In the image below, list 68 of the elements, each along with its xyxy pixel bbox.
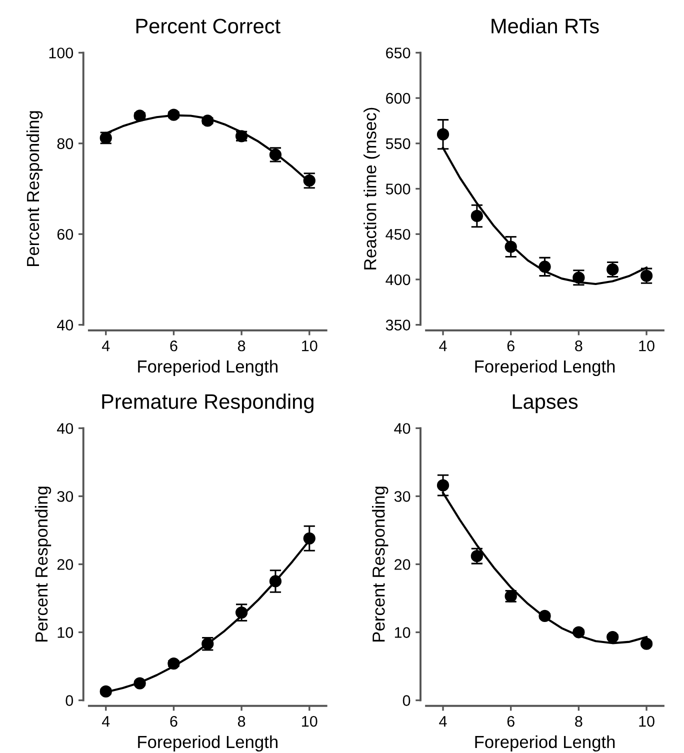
y-tick-label: 40 <box>394 423 410 434</box>
x-tick-label: 8 <box>575 340 582 352</box>
x-tick-label: 6 <box>170 716 178 727</box>
y-tick-label: 10 <box>58 627 74 638</box>
y-axis-title: Percent Responding <box>372 486 388 642</box>
chart-title: Median RTs <box>492 18 599 34</box>
y-tick-label: 550 <box>386 138 410 150</box>
y-tick-label: 20 <box>394 559 410 570</box>
y-tick-label: 650 <box>386 48 410 58</box>
x-tick-label: 6 <box>507 340 514 352</box>
point <box>202 114 214 127</box>
point <box>436 479 450 492</box>
x-tick-label: 6 <box>507 716 514 727</box>
x-tick-label: 6 <box>170 340 178 352</box>
y-tick-label: 350 <box>386 320 410 330</box>
point <box>470 550 484 562</box>
y-tick-label: 600 <box>386 92 410 104</box>
x-tick-label: 4 <box>102 340 110 352</box>
y-axis-title: Percent Responding <box>26 111 43 266</box>
x-axis-title: Foreperiod Length <box>475 735 615 752</box>
point <box>100 685 112 698</box>
point <box>168 657 180 670</box>
y-tick-label: 20 <box>57 559 74 570</box>
x-axis-title: Foreperiod Length <box>138 735 278 752</box>
chart-title: Lapses <box>512 394 578 414</box>
x-tick-label: 8 <box>575 716 582 727</box>
y-tick-label: 40 <box>57 320 74 330</box>
x-axis-title: Foreperiod Length <box>475 360 615 376</box>
point <box>640 638 653 650</box>
y-tick-label: 400 <box>386 274 410 286</box>
chart-title: Premature Responding <box>102 394 314 414</box>
y-tick-label: 0 <box>66 695 74 706</box>
x-tick-label: 4 <box>439 716 447 727</box>
x-tick-label: 8 <box>238 340 246 352</box>
y-tick-label: 60 <box>57 228 74 240</box>
y-tick-label: 30 <box>57 491 74 502</box>
y-tick-label: 500 <box>386 184 410 194</box>
x-tick-label: 10 <box>639 716 654 727</box>
point <box>168 108 180 121</box>
point <box>303 532 316 544</box>
y-tick-label: 10 <box>394 627 410 638</box>
y-tick-label: 80 <box>57 138 74 150</box>
x-tick-label: 10 <box>302 340 318 352</box>
y-tick-label: 100 <box>49 48 74 58</box>
y-tick-label: 450 <box>386 228 410 240</box>
point <box>538 610 551 622</box>
point <box>134 677 146 690</box>
x-tick-label: 4 <box>439 340 447 352</box>
point <box>235 606 248 619</box>
y-tick-label: 40 <box>57 423 74 434</box>
point <box>269 575 282 588</box>
point <box>134 110 146 122</box>
point <box>538 260 551 273</box>
y-tick-label: 30 <box>394 491 410 502</box>
x-tick-label: 10 <box>302 716 318 727</box>
x-tick-label: 4 <box>102 716 110 727</box>
point <box>470 210 484 222</box>
y-axis-title: Reaction time (msec) <box>364 108 380 270</box>
point <box>504 240 517 253</box>
x-tick-label: 8 <box>238 716 246 727</box>
point <box>436 128 450 140</box>
point <box>572 626 585 638</box>
x-tick-label: 10 <box>639 340 654 352</box>
x-axis-title: Foreperiod Length <box>138 360 278 376</box>
point <box>606 630 619 644</box>
chart-title: Percent Correct <box>136 18 280 34</box>
y-axis-title: Percent Responding <box>34 486 52 642</box>
y-tick-label: 0 <box>402 695 410 706</box>
